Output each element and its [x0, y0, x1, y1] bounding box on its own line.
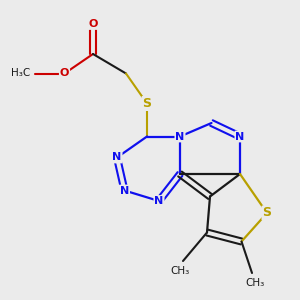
Text: H₃C: H₃C	[11, 68, 30, 79]
Text: N: N	[120, 185, 129, 196]
Text: O: O	[88, 19, 98, 29]
Text: N: N	[236, 131, 244, 142]
Text: S: S	[142, 97, 152, 110]
Text: CH₃: CH₃	[245, 278, 265, 287]
Text: N: N	[112, 152, 122, 163]
Text: N: N	[176, 131, 184, 142]
Text: O: O	[60, 68, 69, 79]
Text: S: S	[262, 206, 272, 220]
Text: N: N	[154, 196, 164, 206]
Text: CH₃: CH₃	[170, 266, 190, 275]
